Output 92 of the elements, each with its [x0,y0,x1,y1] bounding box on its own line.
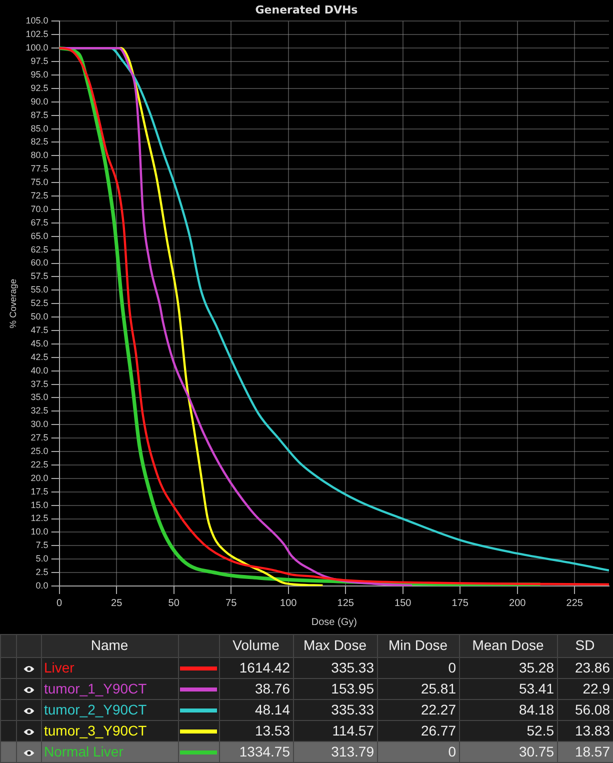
y-tick-label: 27.5 [30,432,48,443]
text: 1614.42 [239,659,290,676]
text: 0 [448,659,456,676]
y-tick-label: 42.5 [30,352,48,362]
text: 22.9 [582,680,610,696]
y-tick-label: 15.0 [30,500,48,510]
x-tick-label: 0 [56,598,63,609]
y-tick-label: 50.0 [30,312,48,322]
text: tumor_2_Y90CT [44,701,148,718]
text: 114.57 [332,722,374,738]
x-tick-label: 75 [226,598,238,609]
x-tick-label: 150 [394,598,412,609]
text: 1334.75 [239,743,290,760]
y-tick-label: 70.0 [30,204,48,214]
y-tick-label: 17.5 [30,486,48,496]
y-tick-label: 47.5 [30,324,48,335]
y-tick-label: 90.0 [30,96,48,106]
text: Name [90,636,128,653]
y-tick-label: 105.0 [26,16,48,26]
y-tick-label: 22.5 [30,459,48,470]
text: 0 [448,743,456,760]
text: 13.83 [574,722,610,738]
y-tick-label: 20.0 [30,472,48,483]
text: SD [575,636,595,653]
x-tick-label: 50 [168,598,180,609]
y-tick-label: 82.5 [30,136,48,147]
text: 335.33 [331,659,374,676]
text: 30.75 [518,743,554,760]
y-tick-label: 62.5 [30,244,48,254]
y-tick-label: 87.5 [30,110,48,120]
y-tick-label: 52.5 [30,298,48,308]
y-tick-label: 100.0 [26,42,48,53]
text: 48.14 [254,701,290,718]
y-tick-label: 65.0 [30,230,48,241]
y-tick-label: 85.0 [30,123,48,134]
text: 52.5 [526,722,554,738]
y-tick-label: 80.0 [30,150,48,160]
text: 35.28 [518,659,554,676]
text: 38.76 [254,680,290,696]
text: tumor_1_Y90CT [44,680,148,696]
text: 22.27 [420,701,456,718]
chart-title: Generated DVHs [255,3,358,16]
y-tick-label: 57.5 [30,271,48,282]
text: 13.53 [254,722,290,738]
y-tick-label: 92.5 [30,82,48,93]
text: Max Dose [303,636,367,653]
y-tick-label: 37.5 [30,378,48,389]
text: 18.57 [574,743,610,760]
x-tick-label: 25 [111,598,123,609]
y-tick-label: 12.5 [30,513,48,524]
y-tick-label: 97.5 [30,56,48,66]
y-tick-label: 40.0 [30,365,48,376]
y-tick-label: 77.5 [30,164,48,174]
x-tick-label: 125 [337,598,354,609]
text: 25.81 [420,680,456,696]
text: tumor_3_Y90CT [44,722,148,738]
text: Volume [232,636,280,653]
y-tick-label: 0.0 [36,580,48,590]
text: 84.18 [518,701,554,718]
y-tick-label: 30.0 [30,419,48,430]
y-tick-label: 35.0 [30,392,48,402]
y-tick-label: 32.5 [30,406,48,416]
x-tick-label: 225 [566,598,584,609]
y-tick-label: 10.0 [30,526,48,537]
text: 335.33 [331,701,374,718]
text: Min Dose [388,636,448,653]
text: Liver [44,659,75,676]
y-tick-label: 67.5 [30,217,48,228]
y-axis-title: % Coverage [8,278,18,328]
y-tick-label: 75.0 [30,177,48,188]
y-tick-label: 55.0 [30,284,48,295]
y-tick-label: 102.5 [26,29,48,40]
y-tick-label: 45.0 [30,338,48,348]
y-tick-label: 95.0 [30,69,48,80]
x-tick-label: 175 [452,598,469,609]
text: 153.95 [331,680,374,696]
text: 56.08 [574,701,610,718]
text: 23.86 [574,659,610,676]
y-tick-label: 25.0 [30,446,48,456]
x-tick-label: 100 [280,598,298,609]
text: 26.77 [420,722,456,738]
y-tick-label: 60.0 [30,258,48,268]
y-tick-label: 5.0 [36,554,48,564]
text: Normal Liver [44,743,124,760]
x-tick-label: 200 [509,598,526,609]
text: 313.79 [331,743,374,760]
y-tick-label: 2.5 [36,567,48,578]
x-axis-title: Dose (Gy) [311,616,357,628]
y-tick-label: 72.5 [30,190,48,201]
text: 53.41 [518,680,554,696]
text: Mean Dose [472,636,544,653]
y-tick-label: 7.5 [36,540,48,550]
